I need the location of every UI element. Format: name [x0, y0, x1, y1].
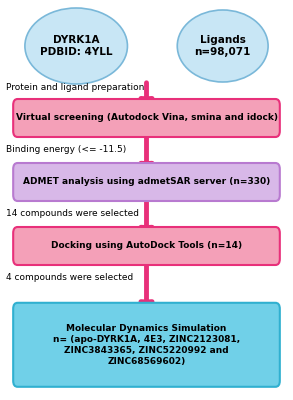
Text: Protein and ligand preparation: Protein and ligand preparation [6, 84, 144, 92]
Text: Ligands
n=98,071: Ligands n=98,071 [195, 35, 251, 57]
Text: ADMET analysis using admetSAR server (n=330): ADMET analysis using admetSAR server (n=… [23, 178, 270, 186]
Text: DYRK1A
PDBID: 4YLL: DYRK1A PDBID: 4YLL [40, 35, 113, 57]
FancyBboxPatch shape [13, 163, 280, 201]
Ellipse shape [177, 10, 268, 82]
Text: Docking using AutoDock Tools (n=14): Docking using AutoDock Tools (n=14) [51, 242, 242, 250]
Text: 14 compounds were selected: 14 compounds were selected [6, 210, 139, 218]
Text: Molecular Dynamics Simulation
n= (apo-DYRK1A, 4E3, ZINC2123081,
ZINC3843365, ZIN: Molecular Dynamics Simulation n= (apo-DY… [53, 324, 240, 366]
Text: Virtual screening (Autodock Vina, smina and idock): Virtual screening (Autodock Vina, smina … [16, 114, 277, 122]
Text: 4 compounds were selected: 4 compounds were selected [6, 274, 133, 282]
FancyBboxPatch shape [13, 303, 280, 387]
Text: Binding energy (<= -11.5): Binding energy (<= -11.5) [6, 146, 126, 154]
Ellipse shape [25, 8, 127, 84]
FancyBboxPatch shape [13, 227, 280, 265]
FancyBboxPatch shape [13, 99, 280, 137]
